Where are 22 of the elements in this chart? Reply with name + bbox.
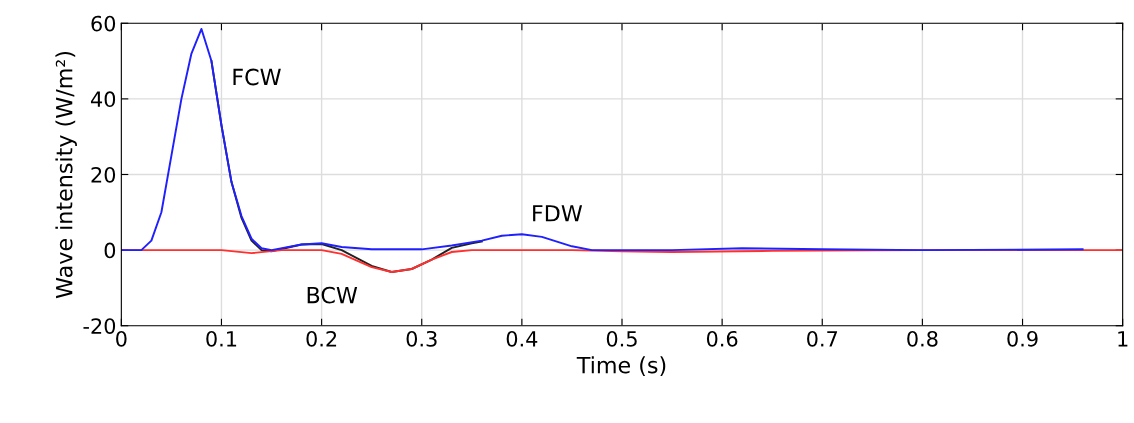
annotation: FDW bbox=[533, 205, 583, 222]
x-tick-label: 0 bbox=[116, 330, 127, 347]
y-tick-label: 60 bbox=[91, 15, 116, 32]
x-axis-title: Time (s) bbox=[576, 356, 666, 377]
annotation: FCW bbox=[233, 68, 281, 86]
x-tick-label: 0.3 bbox=[406, 330, 437, 347]
x-tick-label: 0.5 bbox=[606, 330, 637, 347]
annotation: BCW bbox=[307, 286, 358, 304]
y-tick-label: 20 bbox=[91, 166, 116, 183]
y-tick-label: 0 bbox=[104, 242, 116, 259]
x-tick-label: 1 bbox=[1118, 331, 1128, 347]
x-tick-label: 0.7 bbox=[807, 330, 838, 347]
y-tick-label: -20 bbox=[83, 318, 116, 334]
x-tick-label: 0.1 bbox=[206, 330, 237, 347]
x-tick-label: 0.2 bbox=[306, 330, 337, 347]
x-tick-label: 0.8 bbox=[907, 330, 938, 347]
x-tick-label: 0.6 bbox=[706, 330, 738, 347]
x-tick-label: 0.9 bbox=[1007, 330, 1038, 347]
x-tick-label: 0.4 bbox=[506, 330, 538, 347]
line-series bbox=[121, 27, 1084, 252]
y-axis-title: Wave intensity (W/m²) bbox=[55, 51, 77, 299]
y-tick-label: 40 bbox=[90, 91, 116, 108]
